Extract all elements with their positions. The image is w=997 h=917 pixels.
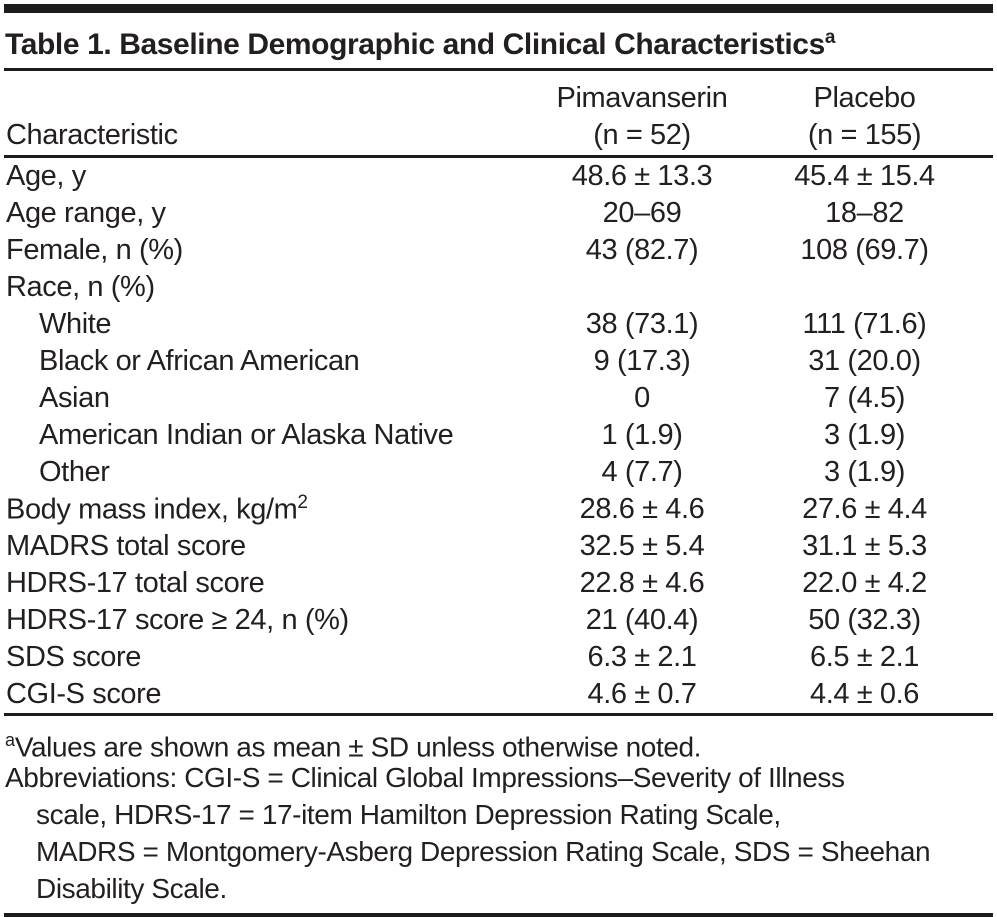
top-thick-rule xyxy=(4,4,993,13)
row-label: Other xyxy=(39,456,110,488)
row-label: HDRS-17 total score xyxy=(6,567,265,599)
table-row: Black or African American 9 (17.3) 31 (2… xyxy=(4,343,993,380)
row-value-pimavanserin: 48.6 ± 13.3 xyxy=(571,160,713,192)
row-value-pimavanserin: 6.3 ± 2.1 xyxy=(587,641,697,673)
row-value-pimavanserin: 22.8 ± 4.6 xyxy=(579,567,705,599)
row-label: CGI-S score xyxy=(6,678,162,710)
row-value-placebo: 22.0 ± 4.2 xyxy=(802,567,927,599)
row-value-pimavanserin: 0 xyxy=(634,382,650,414)
footnote-line: aValues are shown as mean ± SD unless ot… xyxy=(5,730,702,763)
row-value-placebo: 27.6 ± 4.4 xyxy=(802,493,927,525)
footnote-line: MADRS = Montgomery-Asberg Depression Rat… xyxy=(36,836,931,867)
row-value-pimavanserin: 4 (7.7) xyxy=(601,456,683,488)
table-title-text: Table 1. Baseline Demographic and Clinic… xyxy=(5,28,825,61)
row-value-pimavanserin: 9 (17.3) xyxy=(593,345,691,377)
row-value-pimavanserin: 21 (40.4) xyxy=(585,604,699,636)
row-value-placebo: 4.4 ± 0.6 xyxy=(809,678,920,710)
header-pimavanserin-group: Pimavanserin xyxy=(556,82,728,114)
row-label-superscript: 2 xyxy=(297,492,308,514)
row-label: Black or African American xyxy=(39,345,360,377)
table-footnotes: aValues are shown as mean ± SD unless ot… xyxy=(4,716,993,913)
row-label: Age range, y xyxy=(6,197,166,229)
row-value-placebo: 111 (71.6) xyxy=(802,308,927,340)
row-value-placebo: 31.1 ± 5.3 xyxy=(802,530,927,562)
table-row: HDRS-17 score ≥ 24, n (%) 21 (40.4) 50 (… xyxy=(4,602,993,639)
table-row: White 38 (73.1) 111 (71.6) xyxy=(4,306,993,343)
row-label: Race, n (%) xyxy=(6,271,155,303)
table-row: Female, n (%) 43 (82.7) 108 (69.7) xyxy=(4,232,993,269)
row-value-placebo: 3 (1.9) xyxy=(823,456,905,488)
table-row: SDS score 6.3 ± 2.1 6.5 ± 2.1 xyxy=(4,639,993,676)
row-label: White xyxy=(39,308,112,340)
table-row: CGI-S score 4.6 ± 0.7 4.4 ± 0.6 xyxy=(4,676,993,713)
row-label: American Indian or Alaska Native xyxy=(39,419,454,451)
row-label: Female, n (%) xyxy=(6,234,183,266)
row-label: MADRS total score xyxy=(6,530,246,562)
row-label: SDS score xyxy=(6,641,141,673)
row-value-placebo: 6.5 ± 2.1 xyxy=(809,641,920,673)
row-value-placebo: 7 (4.5) xyxy=(823,382,905,414)
table-row: Other 4 (7.7) 3 (1.9) xyxy=(4,454,993,491)
title-divider-rule xyxy=(4,68,993,71)
row-value-pimavanserin: 38 (73.1) xyxy=(585,308,699,340)
table-row: HDRS-17 total score 22.8 ± 4.6 22.0 ± 4.… xyxy=(4,565,993,602)
row-label: Age, y xyxy=(6,160,86,192)
row-label: Asian xyxy=(39,382,110,414)
table-body: Age, y 48.6 ± 13.3 45.4 ± 15.4 Age range… xyxy=(4,158,993,713)
table-row: Asian 0 7 (4.5) xyxy=(4,380,993,417)
footnote-line: Abbreviations: CGI-S = Clinical Global I… xyxy=(5,762,845,793)
footnote-line: Disability Scale. xyxy=(36,873,227,904)
row-label: HDRS-17 score ≥ 24, n (%) xyxy=(6,604,349,636)
row-value-placebo: 50 (32.3) xyxy=(808,604,921,636)
row-value-pimavanserin: 32.5 ± 5.4 xyxy=(579,530,705,562)
header-placebo-n: (n = 155) xyxy=(807,119,922,151)
row-value-placebo: 18–82 xyxy=(825,197,904,229)
footnote-superscript: a xyxy=(5,730,15,750)
table-row: MADRS total score 32.5 ± 5.4 31.1 ± 5.3 xyxy=(4,528,993,565)
bottom-rule xyxy=(4,913,993,917)
footnote-line: scale, HDRS-17 = 17-item Hamilton Depres… xyxy=(36,799,781,830)
header-placebo-group: Placebo xyxy=(813,82,916,114)
row-label: Body mass index, kg/m2 xyxy=(6,492,308,526)
body-divider-rule xyxy=(4,713,993,716)
table-row: Body mass index, kg/m2 28.6 ± 4.6 27.6 ±… xyxy=(4,491,993,528)
table-row: American Indian or Alaska Native 1 (1.9)… xyxy=(4,417,993,454)
table-row: Age range, y 20–69 18–82 xyxy=(4,195,993,232)
table-title-superscript: a xyxy=(824,27,836,48)
row-value-pimavanserin: 1 (1.9) xyxy=(601,419,683,451)
header-characteristic: Characteristic xyxy=(6,119,178,151)
header-divider-rule xyxy=(4,155,993,158)
table-row: Age, y 48.6 ± 13.3 45.4 ± 15.4 xyxy=(4,158,993,195)
table-header: Pimavanserin Placebo Characteristic (n =… xyxy=(4,71,993,155)
header-pimavanserin-n: (n = 52) xyxy=(593,119,691,151)
row-value-pimavanserin: 28.6 ± 4.6 xyxy=(579,493,705,525)
row-value-placebo: 3 (1.9) xyxy=(823,419,905,451)
table-row: Race, n (%) xyxy=(4,269,993,306)
row-value-pimavanserin: 20–69 xyxy=(602,197,682,229)
row-value-placebo: 108 (69.7) xyxy=(800,234,929,266)
row-value-placebo: 45.4 ± 15.4 xyxy=(794,160,935,192)
row-value-pimavanserin: 43 (82.7) xyxy=(585,234,699,266)
row-value-placebo: 31 (20.0) xyxy=(808,345,921,377)
table-title: Table 1. Baseline Demographic and Clinic… xyxy=(4,13,993,68)
row-value-pimavanserin: 4.6 ± 0.7 xyxy=(587,678,697,710)
